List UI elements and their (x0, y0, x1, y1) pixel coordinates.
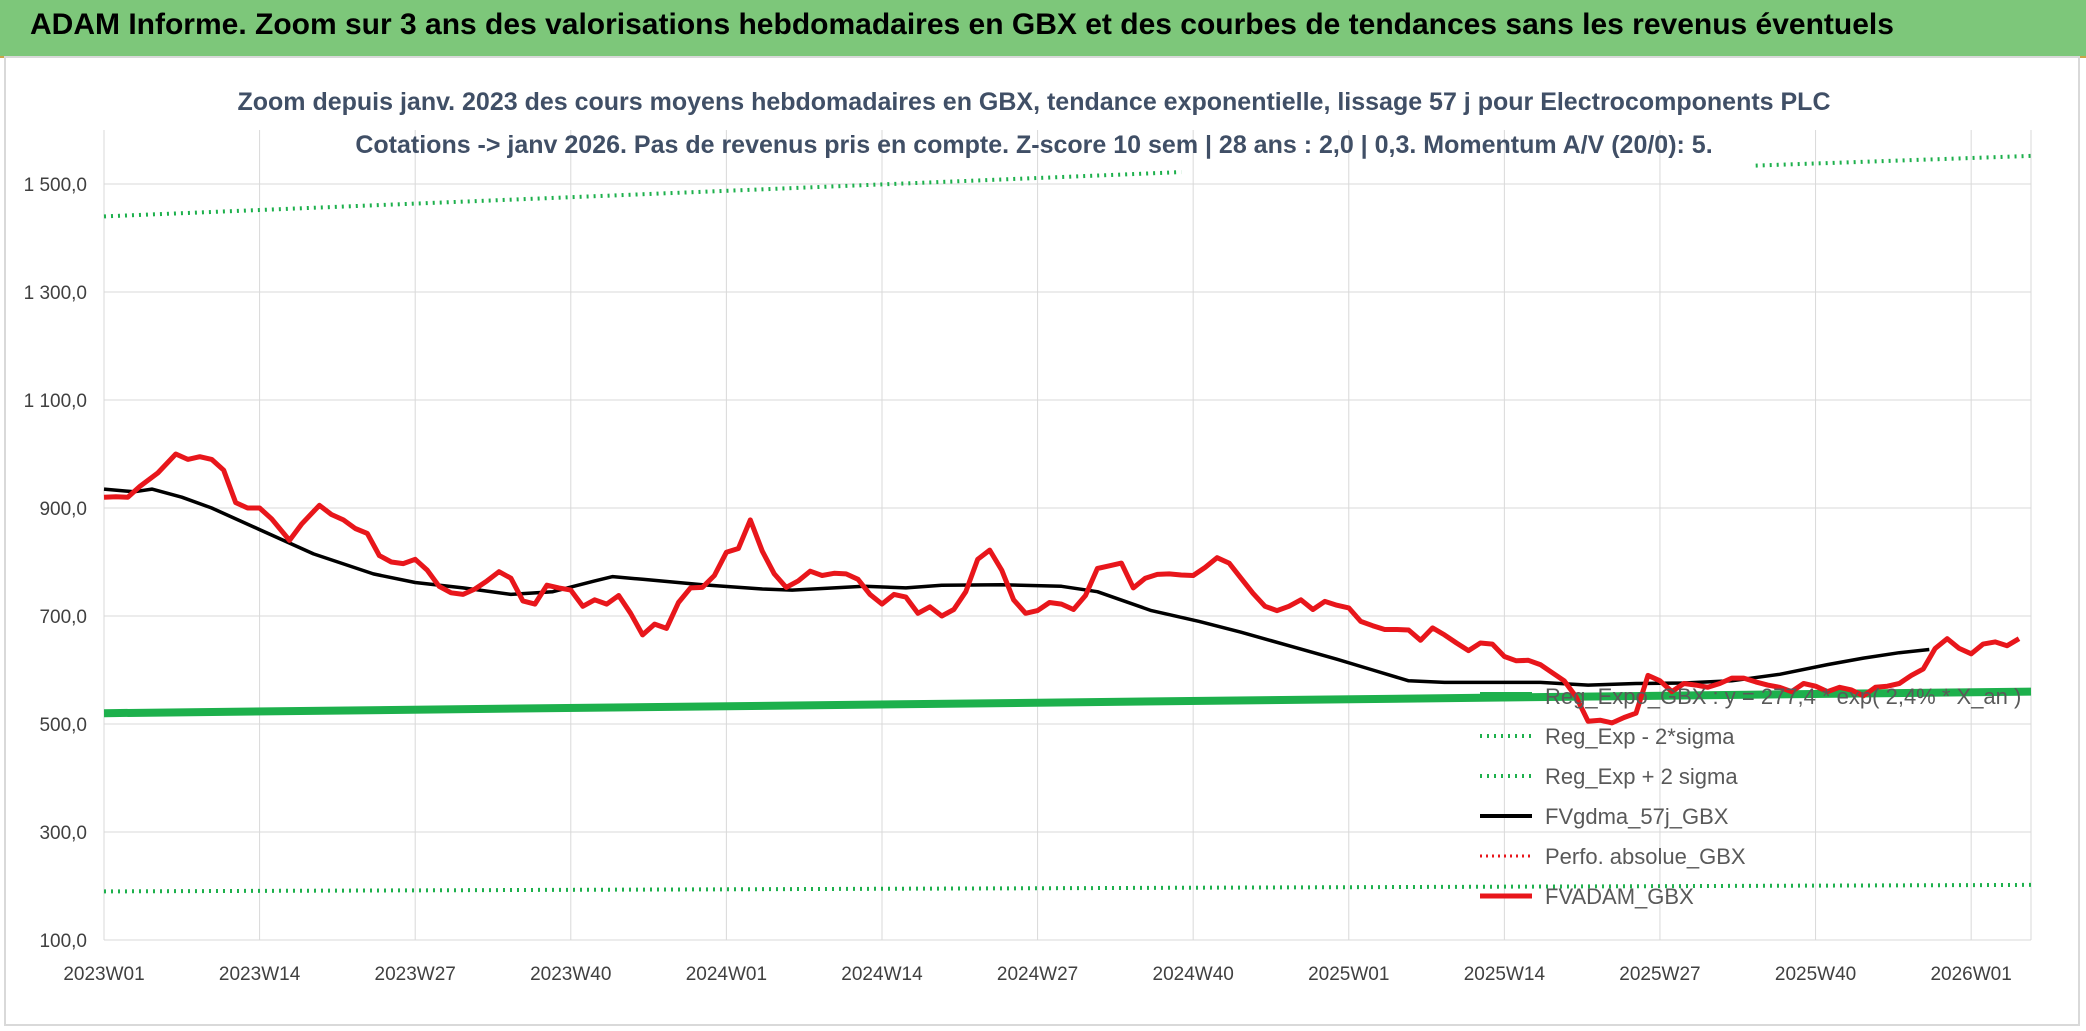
y-tick-label: 300,0 (39, 823, 87, 844)
x-tick-label: 2025W01 (1308, 964, 1389, 985)
legend-item-label: Perfo. absolue_GBX (1545, 844, 1746, 869)
x-axis: 2023W01 2023W14 2023W27 2023W40 2024W01 2024W… (63, 964, 2011, 985)
x-tick-label: 2023W01 (63, 964, 144, 985)
header-banner: ADAM Informe. Zoom sur 3 ans des valoris… (0, 0, 2086, 58)
series-reg-exp-minus-2sigma (103, 882, 2032, 894)
chart-frame (4, 56, 2080, 1026)
y-tick-label: 100,0 (39, 931, 87, 952)
legend: Reg_Expo_GBX : y = 277,4 * exp( 2,4% * X… (1480, 684, 2021, 909)
legend-item-label: FVADAM_GBX (1545, 884, 1694, 909)
y-tick-label: 1 500,0 (24, 175, 87, 196)
x-tick-label: 2026W01 (1930, 964, 2011, 985)
legend-item-label: Reg_Exp + 2 sigma (1545, 764, 1738, 789)
y-tick-label: 1 300,0 (24, 283, 87, 304)
y-tick-label: 500,0 (39, 715, 87, 736)
x-tick-label: 2024W27 (997, 964, 1078, 985)
page-title: ADAM Informe. Zoom sur 3 ans des valoris… (30, 8, 1894, 41)
series-group (103, 153, 2032, 894)
series-reg-exp-plus-2sigma (103, 170, 1182, 219)
legend-item-label: FVgdma_57j_GBX (1545, 804, 1729, 829)
x-tick-label: 2024W01 (686, 964, 767, 985)
series-fvadam-gbx (103, 451, 2021, 726)
chart-subtitle-line1: Zoom depuis janv. 2023 des cours moyens … (237, 88, 1830, 116)
x-tick-label: 2023W14 (219, 964, 301, 985)
x-tick-label: 2025W40 (1775, 964, 1856, 985)
series-reg-expo-gbx (103, 687, 2032, 718)
y-tick-label: 1 100,0 (24, 391, 87, 412)
x-tick-label: 2025W27 (1619, 964, 1700, 985)
series-reg-exp-plus-2sigma-b (1755, 153, 2032, 168)
chart-subtitle-line2: Cotations -> janv 2026. Pas de revenus p… (355, 131, 1712, 159)
x-tick-label: 2024W40 (1153, 964, 1234, 985)
y-tick-label: 700,0 (39, 607, 87, 628)
x-tick-label: 2023W27 (375, 964, 456, 985)
legend-item-label: Reg_Exp - 2*sigma (1545, 724, 1735, 749)
y-tick-label: 900,0 (39, 499, 87, 520)
x-tick-label: 2024W14 (841, 964, 923, 985)
y-axis: 100,0 300,0 500,0 700,0 900,0 1 100,0 1 300,0 1… (24, 175, 87, 952)
legend-item-label: Reg_Expo_GBX : y = 277,4 * exp( 2,4% * X… (1545, 684, 2021, 709)
series-fvgdma-57j (103, 487, 1930, 687)
x-tick-label: 2025W14 (1464, 964, 1546, 985)
grid (103, 130, 2032, 941)
x-tick-label: 2023W40 (530, 964, 611, 985)
